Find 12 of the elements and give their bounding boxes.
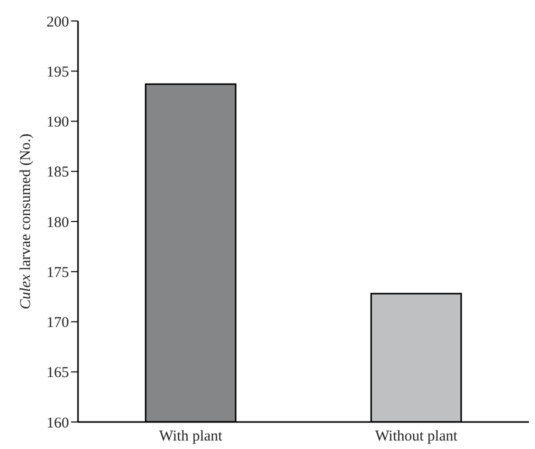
y-tick-label: 190 xyxy=(46,114,69,131)
y-tick-label: 185 xyxy=(46,164,69,181)
y-tick-label: 160 xyxy=(46,415,69,432)
y-tick-label: 170 xyxy=(46,315,69,332)
x-tick-label: With plant xyxy=(159,428,224,445)
y-axis-title: Culex larvae consumed (No.) xyxy=(18,134,34,310)
y-tick-label: 195 xyxy=(46,64,69,80)
y-tick-label: 180 xyxy=(46,214,69,231)
y-tick-label: 165 xyxy=(46,365,69,382)
y-tick-label: 200 xyxy=(46,14,69,30)
x-tick-label: Without plant xyxy=(375,428,458,445)
y-tick-label: 175 xyxy=(46,264,69,281)
